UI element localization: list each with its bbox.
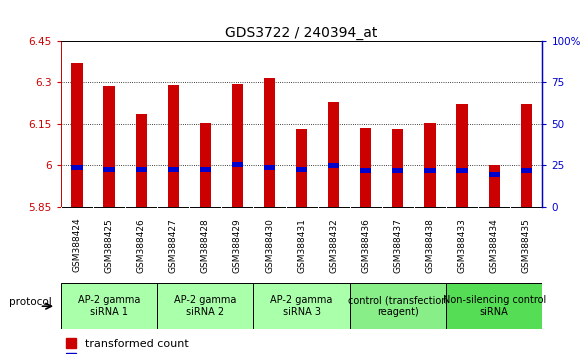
Text: GSM388434: GSM388434 xyxy=(490,218,499,273)
Text: AP-2 gamma
siRNA 1: AP-2 gamma siRNA 1 xyxy=(78,295,140,317)
Text: GSM388429: GSM388429 xyxy=(233,218,242,273)
Text: GSM388430: GSM388430 xyxy=(265,218,274,273)
Bar xyxy=(232,84,243,207)
Bar xyxy=(168,85,179,207)
Text: GSM388427: GSM388427 xyxy=(169,218,177,273)
Text: GSM388426: GSM388426 xyxy=(137,218,146,273)
Bar xyxy=(103,167,115,172)
Text: GSM388436: GSM388436 xyxy=(361,218,370,273)
Bar xyxy=(425,122,436,207)
Text: protocol: protocol xyxy=(9,297,52,307)
Text: control (transfection
reagent): control (transfection reagent) xyxy=(348,295,448,317)
Bar xyxy=(456,104,467,207)
Text: GSM388433: GSM388433 xyxy=(458,218,466,273)
Bar xyxy=(328,102,339,207)
Bar xyxy=(264,78,275,207)
Bar xyxy=(200,167,211,172)
Bar xyxy=(392,168,404,173)
Bar xyxy=(71,63,82,207)
Text: GSM388438: GSM388438 xyxy=(426,218,434,273)
Text: GSM388437: GSM388437 xyxy=(393,218,403,273)
Legend: transformed count, percentile rank within the sample: transformed count, percentile rank withi… xyxy=(67,338,273,354)
Bar xyxy=(296,167,307,172)
Text: GSM388424: GSM388424 xyxy=(72,218,81,273)
Bar xyxy=(71,165,82,170)
Text: GSM388425: GSM388425 xyxy=(104,218,114,273)
Bar xyxy=(253,283,350,329)
Title: GDS3722 / 240394_at: GDS3722 / 240394_at xyxy=(226,26,378,40)
Text: GSM388435: GSM388435 xyxy=(522,218,531,273)
Bar xyxy=(264,165,275,170)
Text: GSM388432: GSM388432 xyxy=(329,218,338,273)
Bar xyxy=(200,122,211,207)
Bar xyxy=(425,168,436,173)
Bar xyxy=(136,114,147,207)
Bar xyxy=(488,172,500,177)
Text: Non-silencing control
siRNA: Non-silencing control siRNA xyxy=(443,295,546,317)
Text: AP-2 gamma
siRNA 3: AP-2 gamma siRNA 3 xyxy=(270,295,333,317)
Bar xyxy=(350,283,446,329)
Bar xyxy=(328,163,339,168)
Bar xyxy=(360,168,371,173)
Bar xyxy=(521,104,532,207)
Bar xyxy=(296,130,307,207)
Bar xyxy=(456,168,467,173)
Bar xyxy=(103,86,115,207)
Text: GSM388428: GSM388428 xyxy=(201,218,210,273)
Text: GSM388431: GSM388431 xyxy=(297,218,306,273)
Bar xyxy=(232,162,243,167)
Bar xyxy=(392,130,404,207)
Bar xyxy=(157,283,253,329)
Bar xyxy=(488,166,500,207)
Bar xyxy=(521,168,532,173)
Bar xyxy=(136,167,147,172)
Bar xyxy=(168,167,179,172)
Text: AP-2 gamma
siRNA 2: AP-2 gamma siRNA 2 xyxy=(174,295,237,317)
Bar xyxy=(446,283,542,329)
Bar xyxy=(61,283,157,329)
Bar xyxy=(360,128,371,207)
